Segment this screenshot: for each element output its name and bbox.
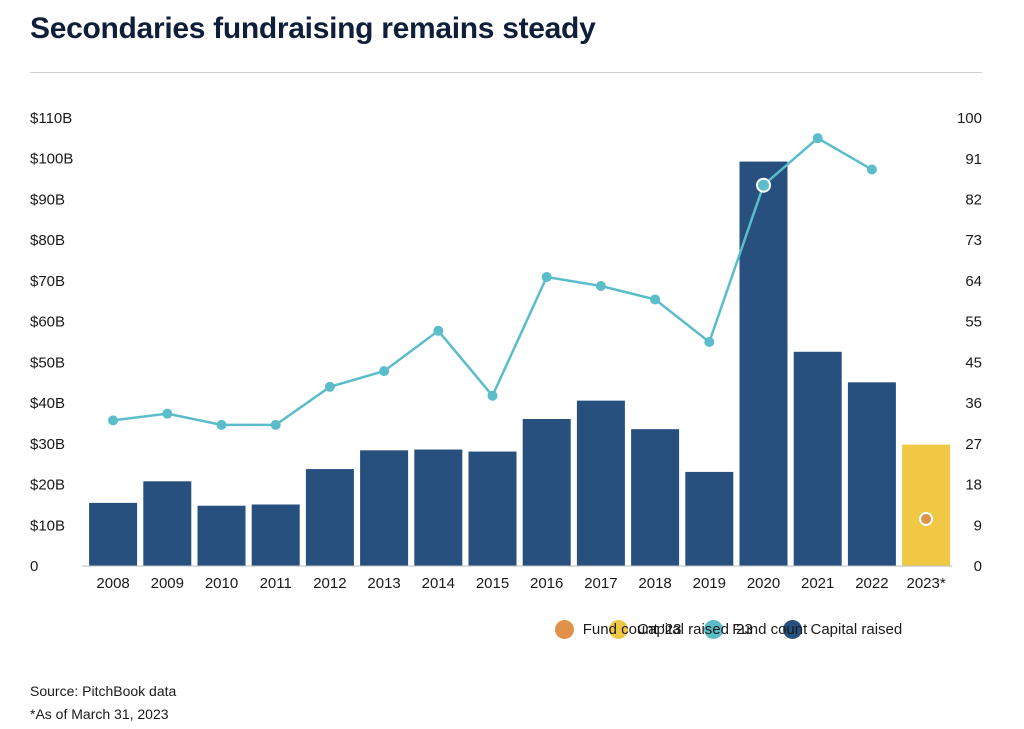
fund-count-point <box>487 390 498 401</box>
legend-item-capital-raised-23: Capital raised '23 <box>609 620 753 639</box>
legend-swatch-capital <box>782 620 802 639</box>
fund-count-point <box>433 325 444 336</box>
fund-count-line <box>108 133 934 526</box>
asof-note: *As of March 31, 2023 <box>30 706 169 722</box>
legend-swatch-fund-23 <box>554 620 574 639</box>
legend-swatch-capital-23 <box>609 620 629 639</box>
right-tick-label: 45 <box>965 354 982 371</box>
right-tick-label: 64 <box>965 273 982 290</box>
bar-capital-raised <box>414 449 463 566</box>
x-tick-label: 2008 <box>96 575 129 592</box>
x-axis-labels: 2008 2009 2010 2011 2012 2013 2014 2015 2016 2017… <box>96 575 945 592</box>
right-tick-label: 9 <box>974 517 982 534</box>
x-tick-label: 2022 <box>855 575 888 592</box>
x-tick-label: 2009 <box>151 575 184 592</box>
fund-count-point <box>595 281 606 291</box>
bar-capital-raised <box>793 351 842 566</box>
right-tick-label: 55 <box>965 314 982 331</box>
legend-swatch-fund <box>704 620 724 639</box>
x-tick-label: 2019 <box>693 575 726 592</box>
x-tick-label: 2016 <box>530 575 563 592</box>
x-tick-label: 2018 <box>638 575 671 592</box>
bar-capital-raised <box>143 481 192 566</box>
bar-capital-raised <box>197 505 246 566</box>
legend-label: Fund count '23 <box>582 621 682 638</box>
bar-capital-raised <box>251 504 300 566</box>
chart-area: 0 $10B $20B $30B $40B $50B $60B $70B $80B $90B $10… <box>30 110 982 592</box>
right-tick-label: 82 <box>965 191 982 208</box>
x-tick-label: 2013 <box>367 575 400 592</box>
fund-count-point <box>216 419 227 430</box>
right-tick-label: 18 <box>965 477 982 494</box>
left-tick-label: $50B <box>30 354 65 371</box>
fund-count-point <box>541 272 552 283</box>
left-tick-label: $10B <box>30 517 65 534</box>
bar-capital-raised <box>847 382 896 566</box>
x-tick-label: 2021 <box>801 575 834 592</box>
chart-title: Secondaries fundraising remains steady <box>30 12 596 45</box>
right-tick-label: 91 <box>965 151 982 168</box>
fund-count-point <box>704 337 715 347</box>
right-tick-label: 27 <box>965 436 982 453</box>
bar-capital-raised <box>739 161 788 566</box>
fund-count-point <box>324 381 335 392</box>
x-tick-label: 2010 <box>205 575 238 592</box>
left-tick-label: $90B <box>30 191 65 208</box>
x-tick-label: 2017 <box>584 575 617 592</box>
fund-count-point <box>379 366 390 377</box>
left-tick-label: $100B <box>30 151 73 168</box>
bar-capital-raised <box>631 429 680 566</box>
right-tick-label: 0 <box>974 558 982 575</box>
source-note: Source: PitchBook data <box>30 683 177 699</box>
fund-count-point <box>270 419 281 430</box>
right-axis: 0 9 18 27 36 45 55 64 73 82 91 100 <box>957 110 982 575</box>
right-tick-label: 100 <box>957 110 982 127</box>
legend-label: Capital raised <box>810 621 903 638</box>
left-tick-label: $80B <box>30 232 65 249</box>
fund-count-point <box>108 415 119 426</box>
left-tick-label: $30B <box>30 436 65 453</box>
bars <box>89 161 951 566</box>
legend: Capital raised Fund count Capital raised… <box>0 620 1024 639</box>
bar-capital-raised <box>468 451 517 566</box>
left-tick-label: $60B <box>30 314 65 331</box>
title-divider <box>30 72 982 73</box>
right-tick-label: 73 <box>965 232 982 249</box>
fund-count-point <box>650 294 661 305</box>
x-tick-label: 2014 <box>422 575 455 592</box>
fund-count-point <box>812 133 823 144</box>
bar-capital-raised <box>522 418 571 566</box>
legend-item-fund-count-23: Fund count '23 <box>554 620 682 639</box>
legend-item-fund-count: Fund count <box>704 620 807 639</box>
right-tick-label: 36 <box>965 395 982 412</box>
fund-count-23-point <box>919 511 934 526</box>
fund-count-point <box>866 164 877 175</box>
left-tick-label: $110B <box>30 110 72 127</box>
x-tick-label: 2011 <box>260 575 292 592</box>
x-tick-label: 2020 <box>747 575 780 592</box>
left-tick-label: 0 <box>30 558 38 575</box>
left-tick-label: $40B <box>30 395 65 412</box>
bar-capital-raised <box>89 502 138 566</box>
bar-capital-raised <box>360 450 409 566</box>
left-tick-label: $20B <box>30 477 65 494</box>
left-tick-label: $70B <box>30 273 65 290</box>
legend-label: Fund count <box>732 621 808 638</box>
bar-capital-raised <box>685 471 734 566</box>
x-tick-label: 2015 <box>476 575 509 592</box>
x-tick-label: 2023* <box>906 575 945 592</box>
bar-capital-raised <box>576 400 625 566</box>
legend-label: Capital raised '23 <box>637 621 753 638</box>
legend-item-capital-raised: Capital raised <box>782 620 903 639</box>
fund-count-point <box>756 177 771 193</box>
bar-capital-raised <box>305 469 354 566</box>
fund-count-point <box>162 408 173 419</box>
left-axis: 0 $10B $20B $30B $40B $50B $60B $70B $80B $90B $10… <box>30 110 73 575</box>
bar-capital-raised-23 <box>902 444 951 566</box>
x-tick-label: 2012 <box>313 575 346 592</box>
